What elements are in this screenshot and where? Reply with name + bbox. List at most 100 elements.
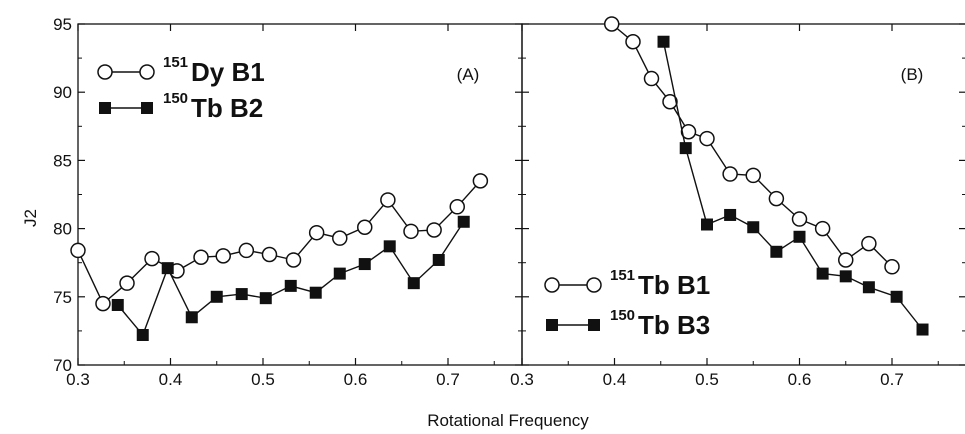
data-point: [210, 290, 223, 303]
legend-label: Tb B2: [191, 93, 263, 123]
data-point: [309, 286, 322, 299]
data-point: [70, 242, 86, 259]
data-point: [136, 328, 149, 341]
data-point: [861, 235, 877, 252]
data-point: [333, 267, 346, 280]
data-point: [185, 311, 198, 324]
x-tick-label: 0.7: [436, 370, 460, 389]
data-point: [679, 142, 692, 155]
data-point: [95, 295, 111, 312]
x-axis-label: Rotational Frequency: [427, 411, 589, 430]
plot-frame: [521, 23, 965, 366]
legend-entry: 151 Tb B1: [544, 267, 710, 300]
data-point: [119, 275, 135, 291]
data-point: [722, 166, 738, 182]
panel-label: (A): [457, 65, 480, 84]
data-point: [603, 16, 620, 32]
data-point: [285, 252, 302, 268]
data-point: [862, 281, 875, 294]
legend-label: Tb B3: [638, 310, 710, 340]
data-point: [432, 253, 445, 266]
data-point: [745, 167, 761, 184]
legend-entry: 150 Tb B2: [99, 90, 263, 123]
x-tick-label: 0.6: [788, 370, 812, 389]
data-point: [238, 242, 255, 259]
legend-marker: [139, 64, 155, 80]
data-point: [426, 222, 442, 238]
data-point: [884, 259, 900, 275]
panel-label: (B): [901, 65, 924, 84]
legend-marker: [586, 277, 602, 293]
x-tick-label: 0.4: [159, 370, 183, 389]
data-point: [383, 240, 396, 253]
data-point: [699, 130, 715, 147]
data-point: [838, 252, 854, 268]
y-tick-label: 95: [53, 15, 72, 34]
legend-marker: [546, 319, 558, 331]
data-point: [457, 215, 470, 228]
data-point: [680, 124, 697, 140]
y-tick-label: 75: [53, 288, 72, 307]
data-point: [332, 230, 348, 246]
legend-label: Tb B1: [638, 270, 710, 300]
data-point: [235, 288, 248, 301]
x-tick-label: 0.5: [251, 370, 275, 389]
data-point: [839, 270, 852, 283]
y-tick-label: 80: [53, 220, 72, 239]
legend-superscript: 151: [163, 54, 188, 71]
data-point: [403, 223, 419, 240]
data-point: [144, 250, 160, 267]
legend-marker: [588, 319, 600, 331]
data-point: [657, 35, 670, 48]
data-point: [890, 290, 903, 303]
series-line: [77, 180, 481, 305]
data-point: [768, 190, 785, 207]
data-point: [816, 267, 829, 280]
y-tick-label: 70: [53, 356, 72, 375]
data-point: [215, 248, 231, 264]
legend-superscript: 150: [610, 307, 635, 324]
data-point: [261, 246, 278, 263]
data-point: [643, 70, 660, 87]
data-point: [357, 219, 373, 235]
y-axis-label: J2: [21, 209, 40, 227]
legend-superscript: 151: [610, 267, 635, 284]
x-tick-label: 0.4: [603, 370, 627, 389]
data-point: [161, 262, 174, 275]
data-point: [814, 220, 831, 237]
data-point: [747, 221, 760, 234]
data-point: [308, 224, 325, 241]
legend-superscript: 150: [163, 90, 188, 107]
data-point: [724, 208, 737, 221]
panel-a: 0.3 0.4 0.5 0.6 0.7 70 75 80 85 90 95 (A) 151 Dy B115…: [53, 15, 523, 389]
x-tick-label: 0.3: [510, 370, 534, 389]
x-tick-label: 0.7: [880, 370, 904, 389]
y-tick-label: 90: [53, 83, 72, 102]
data-point: [193, 249, 209, 265]
legend-marker: [99, 102, 111, 114]
data-point: [259, 292, 272, 305]
legend-marker: [141, 102, 153, 114]
data-point: [380, 192, 396, 208]
data-point: [625, 33, 641, 50]
data-point: [449, 199, 465, 215]
series-151dy-b1: [70, 173, 489, 312]
data-point: [701, 218, 713, 231]
series-151tb-b1: [603, 16, 900, 275]
y-tick-label: 85: [53, 151, 72, 170]
data-point: [284, 279, 297, 292]
legend-label: Dy B1: [191, 57, 265, 87]
data-point: [111, 298, 124, 311]
x-tick-label: 0.6: [344, 370, 368, 389]
data-point: [791, 211, 808, 227]
x-tick-label: 0.5: [695, 370, 719, 389]
data-point: [472, 173, 489, 189]
x-tick-label: 0.3: [66, 370, 90, 389]
data-point: [407, 277, 420, 290]
data-point: [793, 230, 806, 243]
data-point: [916, 323, 929, 336]
series-150tb-b3: [657, 35, 929, 336]
legend-marker: [97, 64, 113, 80]
series-150tb-b2: [111, 215, 470, 341]
